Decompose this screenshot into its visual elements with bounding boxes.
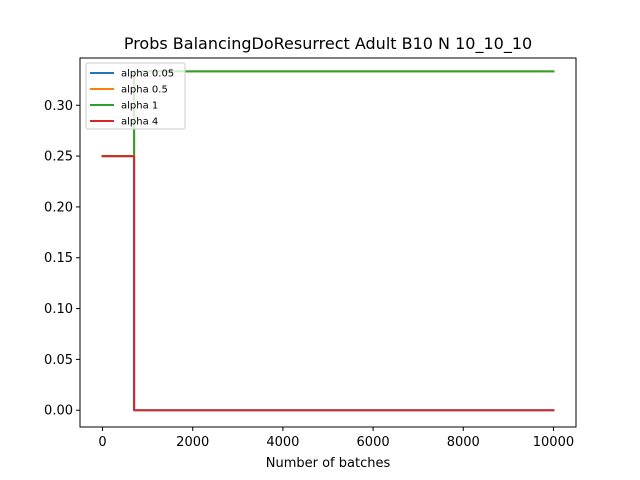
legend-label-2: alpha 1 bbox=[121, 101, 158, 112]
x-tick-label: 6000 bbox=[357, 435, 390, 450]
y-tick-label: 0.20 bbox=[44, 200, 73, 215]
legend-label-3: alpha 4 bbox=[121, 117, 158, 128]
y-tick-label: 0.30 bbox=[44, 99, 73, 114]
x-tick-label: 2000 bbox=[176, 435, 209, 450]
legend-label-0: alpha 0.05 bbox=[121, 69, 174, 80]
x-axis-ticks: 0 2000 4000 6000 8000 10000 bbox=[98, 427, 574, 450]
y-axis-ticks: 0.00 0.05 0.10 0.15 0.20 0.25 0.30 bbox=[44, 99, 80, 419]
y-tick-label: 0.05 bbox=[44, 353, 73, 368]
legend-label-1: alpha 0.5 bbox=[121, 85, 168, 96]
x-tick-label: 8000 bbox=[447, 435, 480, 450]
series-line-3 bbox=[101, 155, 555, 412]
y-tick-label: 0.00 bbox=[44, 404, 73, 419]
chart-title: Probs BalancingDoResurrect Adult B10 N 1… bbox=[124, 34, 532, 54]
legend-box bbox=[85, 62, 186, 130]
x-tick-label: 10000 bbox=[533, 435, 574, 450]
legend: alpha 0.05 alpha 0.5 alpha 1 alpha 4 bbox=[85, 62, 186, 130]
x-tick-label: 4000 bbox=[266, 435, 299, 450]
x-axis-label: Number of batches bbox=[266, 456, 391, 471]
y-tick-label: 0.25 bbox=[44, 150, 73, 165]
y-tick-label: 0.15 bbox=[44, 251, 73, 266]
plot-area-frame bbox=[79, 57, 577, 428]
x-tick-label: 0 bbox=[98, 435, 106, 450]
y-tick-label: 0.10 bbox=[44, 302, 73, 317]
